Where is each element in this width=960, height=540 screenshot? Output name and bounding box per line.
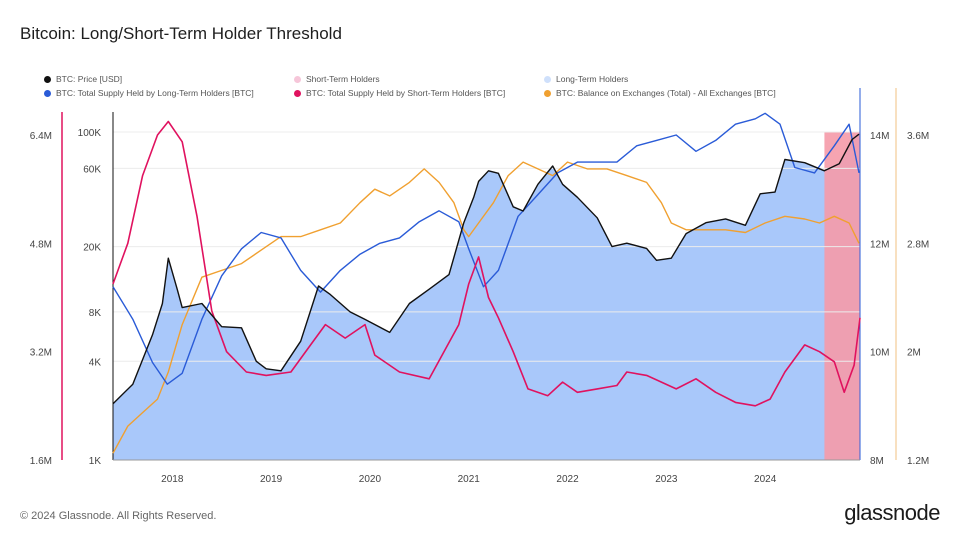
exchange-axis-tick-label: 2.8M [907, 239, 929, 250]
brand-logo: glassnode [844, 500, 940, 525]
copyright-text: © 2024 Glassnode. All Rights Reserved. [20, 510, 217, 522]
price-axis-tick-label: 4K [89, 357, 102, 368]
x-axis-tick-label: 2024 [754, 474, 777, 485]
exchange-balance-line [112, 161, 860, 454]
legend-label: BTC: Total Supply Held by Long-Term Hold… [56, 88, 254, 98]
sth-axis-tick-label: 3.2M [30, 348, 52, 359]
x-axis-tick-label: 2018 [161, 474, 184, 485]
legend-label: Long-Term Holders [556, 74, 629, 84]
chart-title: Bitcoin: Long/Short-Term Holder Threshol… [20, 24, 342, 43]
price-axis-tick-label: 8K [89, 308, 102, 319]
legend-item-lth-region[interactable]: Long-Term Holders [544, 74, 628, 84]
legend-label: BTC: Total Supply Held by Short-Term Hol… [306, 88, 506, 98]
legend-label: BTC: Price [USD] [56, 74, 123, 84]
price-axis-tick-label: 1K [89, 456, 102, 467]
lth-axis-tick-label: 10M [870, 348, 889, 359]
lth-axis-tick-label: 14M [870, 131, 889, 142]
lth-axis-tick-label: 12M [870, 239, 889, 250]
exchange-axis-tick-label: 2M [907, 348, 921, 359]
legend-item-lth-supply[interactable]: BTC: Total Supply Held by Long-Term Hold… [44, 88, 254, 98]
sth-axis-tick-label: 6.4M [30, 131, 52, 142]
sth-axis-tick-label: 4.8M [30, 239, 52, 250]
x-axis-tick-label: 2020 [359, 474, 382, 485]
lth-supply-line [112, 112, 860, 385]
legend-dot-icon [44, 75, 51, 83]
x-axis-tick-label: 2023 [655, 474, 678, 485]
legend-dot-icon [544, 75, 551, 83]
lth-region-area [113, 134, 860, 460]
x-axis-tick-label: 2021 [458, 474, 481, 485]
legend-item-exchange-balance[interactable]: BTC: Balance on Exchanges (Total) - All … [544, 88, 776, 98]
x-axis-tick-label: 2019 [260, 474, 283, 485]
price-axis-tick-label: 20K [83, 243, 101, 254]
legend-item-sth-region[interactable]: Short-Term Holders [294, 74, 380, 84]
sth-supply-line [112, 120, 861, 407]
lth-axis-tick-label: 8M [870, 456, 884, 467]
price-axis-tick-label: 60K [83, 164, 101, 175]
x-axis-tick-label: 2022 [556, 474, 579, 485]
price-axis-tick-label: 100K [78, 128, 102, 139]
sth-axis-tick-label: 1.6M [30, 456, 52, 467]
legend-dot-icon [44, 89, 51, 97]
exchange-axis-tick-label: 1.2M [907, 456, 929, 467]
legend-label: BTC: Balance on Exchanges (Total) - All … [556, 88, 776, 98]
exchange-axis-tick-label: 3.6M [907, 131, 929, 142]
legend-item-sth-supply[interactable]: BTC: Total Supply Held by Short-Term Hol… [294, 88, 505, 98]
sth-region-area [824, 132, 860, 460]
legend-dot-icon [294, 75, 301, 83]
legend-dot-icon [294, 89, 301, 97]
legend-item-price[interactable]: BTC: Price [USD] [44, 74, 122, 84]
legend-label: Short-Term Holders [306, 74, 380, 84]
legend-dot-icon [544, 89, 551, 97]
price-line [112, 133, 860, 405]
